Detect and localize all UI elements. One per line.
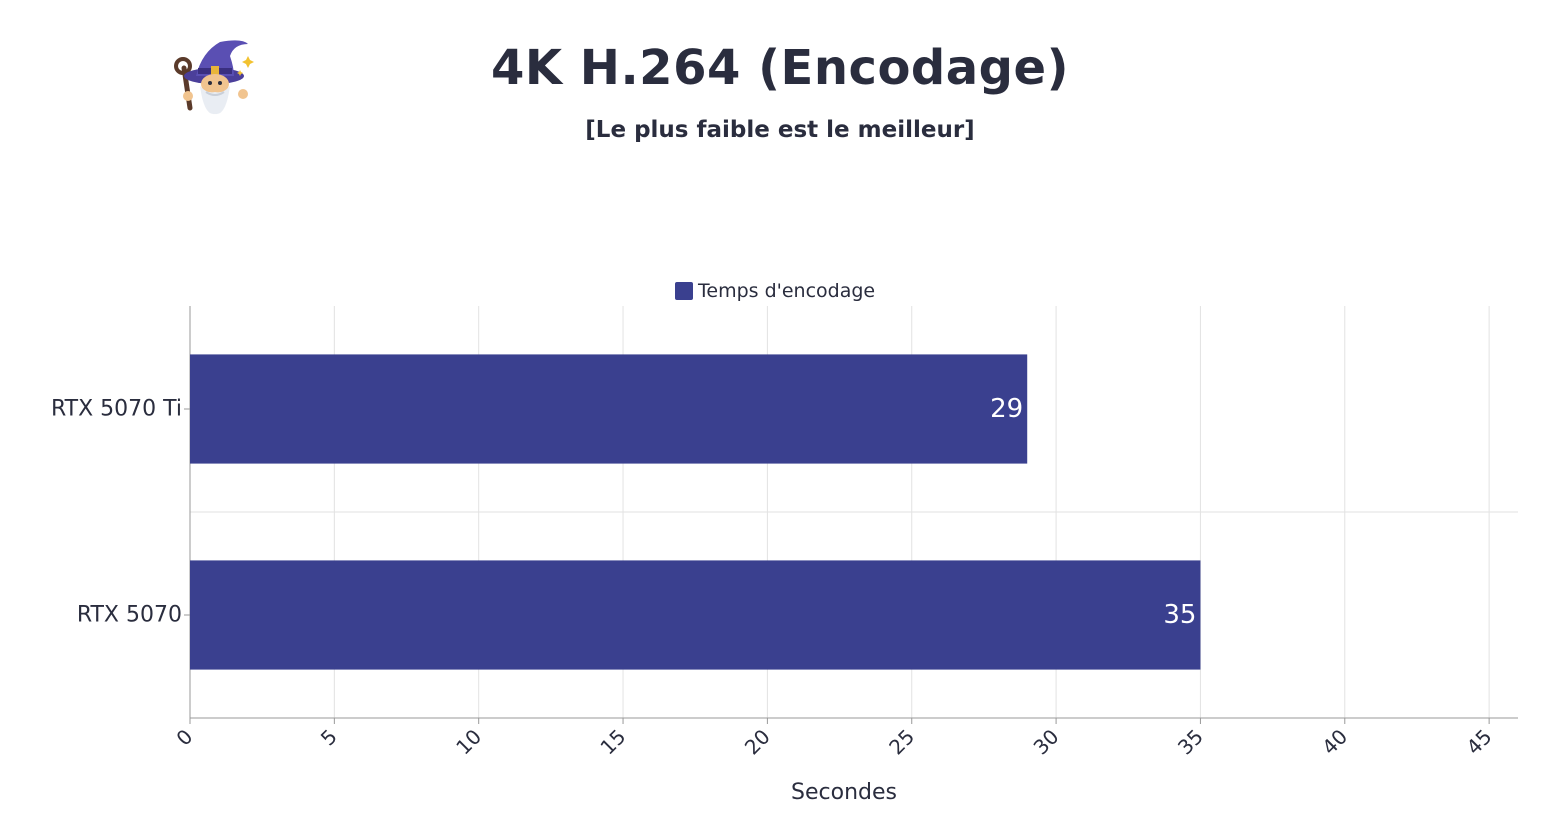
- x-tick-label: 5: [316, 724, 342, 750]
- chart-subtitle: [Le plus faible est le meilleur]: [585, 117, 975, 143]
- bar-value-label: 29: [990, 394, 1023, 424]
- bar: [190, 560, 1201, 670]
- x-tick-label: 45: [1462, 724, 1497, 759]
- x-tick-label: 40: [1317, 724, 1352, 759]
- bar: [190, 354, 1028, 464]
- x-tick-label: 10: [451, 724, 486, 759]
- y-tick-label: RTX 5070: [77, 603, 182, 628]
- legend-label: Temps d'encodage: [697, 280, 875, 302]
- x-tick-label: 25: [884, 724, 919, 759]
- bar-value-label: 35: [1163, 600, 1196, 630]
- x-tick-label: 30: [1029, 724, 1064, 759]
- x-tick-label: 35: [1173, 724, 1208, 759]
- wizard-icon: [174, 40, 254, 115]
- chart-title: 4K H.264 (Encodage): [490, 40, 1070, 96]
- x-tick-label: 20: [740, 724, 775, 759]
- y-tick-label: RTX 5070 Ti: [51, 397, 182, 422]
- x-tick-label: 0: [171, 724, 197, 750]
- x-axis-title: Secondes: [791, 780, 897, 805]
- x-tick-label: 15: [595, 724, 630, 759]
- legend-swatch: [675, 282, 693, 300]
